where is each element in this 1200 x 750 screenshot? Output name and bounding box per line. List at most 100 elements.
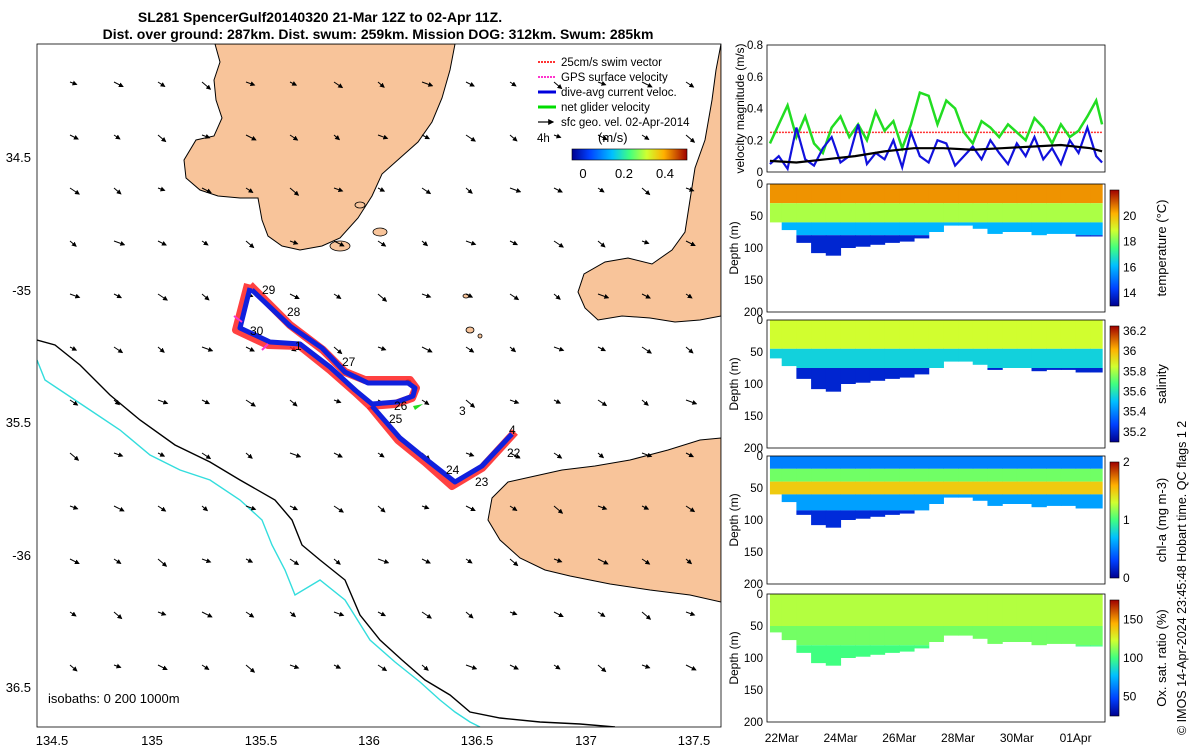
velocity-arrow bbox=[641, 134, 650, 141]
depth-tick: 150 bbox=[744, 685, 763, 697]
section-cell bbox=[840, 645, 856, 658]
velocity-arrow bbox=[333, 134, 341, 141]
section-cell bbox=[1075, 594, 1091, 626]
velocity-arrow bbox=[553, 664, 561, 670]
velocity-arrow bbox=[553, 187, 563, 193]
velocity-arrow bbox=[597, 505, 608, 511]
velocity-arrow bbox=[245, 240, 255, 249]
colorbar-tick: 36.2 bbox=[1123, 324, 1147, 338]
section-cell bbox=[958, 203, 974, 223]
velocity-arrow bbox=[289, 240, 299, 245]
velocity-arrow bbox=[553, 346, 565, 352]
velocity-arrow bbox=[69, 399, 79, 406]
velocity-arrow bbox=[597, 81, 607, 86]
section-cell bbox=[1075, 494, 1091, 509]
velocity-arrow bbox=[377, 664, 388, 672]
velocity-arrow bbox=[641, 558, 651, 565]
section-cell bbox=[913, 348, 930, 368]
velocity-arrow bbox=[113, 187, 122, 195]
section-cell bbox=[1016, 348, 1033, 368]
lat-tick: -36 bbox=[12, 548, 31, 563]
section-cell bbox=[825, 203, 842, 223]
section-cell bbox=[811, 494, 827, 511]
section-cell bbox=[840, 203, 856, 223]
velocity-arrow bbox=[553, 399, 562, 404]
velocity-arrow bbox=[509, 505, 518, 512]
velocity-arrow bbox=[509, 558, 519, 567]
velocity-arrow bbox=[69, 346, 78, 351]
section-cell bbox=[899, 456, 915, 469]
section-cell bbox=[811, 203, 827, 223]
velocity-arrow bbox=[245, 187, 254, 194]
section-cell bbox=[1090, 481, 1103, 495]
section-cell bbox=[1075, 368, 1091, 373]
section-cell bbox=[1090, 456, 1103, 469]
section-cell bbox=[1046, 222, 1062, 234]
section-cell bbox=[972, 348, 989, 365]
section-cell bbox=[899, 645, 915, 652]
velocity-arrow bbox=[509, 187, 522, 193]
section-cell bbox=[811, 456, 827, 469]
velocity-arrow bbox=[641, 611, 652, 620]
section-cell bbox=[796, 481, 812, 495]
section-cell bbox=[1075, 222, 1091, 236]
section-cell bbox=[1090, 235, 1103, 237]
velocity-arrow bbox=[465, 611, 474, 619]
velocity-y-label: velocity magnitude (m/s) bbox=[733, 43, 747, 173]
section-cell bbox=[884, 235, 900, 243]
section-cell bbox=[972, 456, 989, 469]
section-cell bbox=[796, 203, 812, 223]
section-cell bbox=[1002, 348, 1018, 368]
section-cell bbox=[943, 594, 959, 626]
velocity-arrow bbox=[421, 664, 429, 671]
velocity-arrow bbox=[465, 134, 476, 142]
velocity-arrow bbox=[421, 134, 431, 140]
section-cell bbox=[928, 184, 944, 204]
velocity-arrow bbox=[553, 505, 564, 514]
colorbar-tick: 14 bbox=[1123, 286, 1137, 300]
section-cell bbox=[825, 222, 842, 236]
velocity-panel: 0.8 0.6 0.4 0.2 0 velocity magnitude (m/s) bbox=[733, 40, 1106, 179]
velocity-arrow bbox=[289, 293, 300, 299]
velocity-arrow bbox=[509, 399, 520, 405]
section-cell bbox=[796, 184, 812, 204]
section-cell bbox=[958, 348, 974, 362]
legend-label: GPS surface velocity bbox=[561, 72, 668, 84]
velocity-arrow bbox=[157, 611, 167, 616]
section-cell bbox=[928, 594, 944, 626]
waypoint-label: 28 bbox=[287, 305, 301, 319]
section-cell bbox=[899, 368, 915, 378]
lat-tick: 35.5 bbox=[6, 415, 31, 430]
section-cell bbox=[1075, 320, 1091, 349]
velocity-arrow bbox=[421, 81, 434, 87]
section-cell bbox=[811, 645, 827, 664]
section-panel-2: 0 50 100 150 200 Depth (m) 2 1 0 chl-a (mg m-3) bbox=[727, 451, 1169, 591]
velocity-arrow bbox=[245, 505, 257, 511]
section-cell bbox=[811, 468, 827, 482]
section-cell bbox=[855, 594, 871, 626]
section-colorbar bbox=[1109, 599, 1120, 717]
section-cell bbox=[928, 203, 944, 223]
section-cell bbox=[869, 456, 886, 469]
velocity-arrow bbox=[597, 452, 605, 459]
velocity-arrow bbox=[333, 558, 341, 565]
lon-tick: 135 bbox=[141, 733, 163, 748]
section-cell bbox=[1002, 626, 1018, 642]
velocity-arrow bbox=[377, 611, 387, 617]
section-cell bbox=[943, 481, 959, 495]
section-cell bbox=[943, 348, 959, 362]
section-cell bbox=[869, 203, 886, 223]
depth-tick: 200 bbox=[744, 307, 763, 319]
depth-tick: 0 bbox=[757, 451, 763, 463]
section-cell bbox=[869, 494, 886, 511]
velocity-arrow bbox=[201, 134, 211, 139]
velocity-arrow bbox=[333, 452, 343, 458]
waypoint-label: 27 bbox=[342, 355, 356, 369]
section-cell bbox=[899, 494, 915, 511]
section-cell bbox=[769, 481, 783, 495]
section-cell bbox=[1075, 645, 1091, 647]
section-cell bbox=[769, 626, 783, 633]
section-cell bbox=[1046, 494, 1062, 506]
velocity-arrow bbox=[553, 240, 564, 248]
